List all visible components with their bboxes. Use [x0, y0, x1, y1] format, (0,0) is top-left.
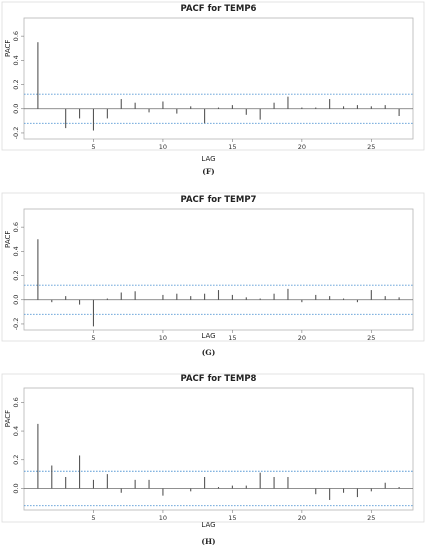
y-tick-label: 0.6 [12, 31, 20, 41]
y-tick-label: 0.6 [12, 397, 20, 407]
x-tick-label: 5 [91, 514, 95, 522]
y-axis-label: PACF [4, 231, 12, 248]
x-tick-label: 20 [298, 143, 306, 151]
chart-outer-frame [1, 373, 425, 523]
x-tick-label: 15 [228, 514, 236, 522]
x-tick-label: 25 [367, 514, 375, 522]
chart-title: PACF for TEMP7 [181, 195, 257, 205]
x-axis-label: LAG [201, 521, 215, 529]
plot-area-frame [23, 17, 414, 140]
plot-area-frame [23, 387, 414, 511]
y-tick-label: 0.2 [12, 455, 20, 465]
x-tick-label: 25 [367, 334, 375, 342]
x-tick-label: 20 [298, 334, 306, 342]
y-tick-label: 0.4 [12, 246, 20, 256]
y-tick-label: -0.2 [12, 318, 20, 331]
chart-outer-frame [1, 1, 425, 151]
x-tick-label: 5 [91, 334, 95, 342]
x-tick-label: 10 [159, 514, 167, 522]
plot-area-frame [23, 208, 414, 331]
x-tick-label: 15 [228, 334, 236, 342]
y-tick-label: 0.0 [12, 104, 20, 114]
x-axis-label: LAG [201, 332, 215, 340]
x-tick-label: 20 [298, 514, 306, 522]
y-tick-label: 0.4 [12, 426, 20, 436]
x-tick-label: 25 [367, 143, 375, 151]
panel-caption: (G) [202, 348, 216, 357]
x-tick-label: 10 [159, 143, 167, 151]
y-tick-label: -0.2 [12, 127, 20, 140]
panel-caption: (F) [202, 167, 214, 176]
y-axis-label: PACF [4, 40, 12, 57]
y-tick-label: 0.6 [12, 222, 20, 232]
x-tick-label: 15 [228, 143, 236, 151]
chart-title: PACF for TEMP8 [181, 374, 257, 384]
panel-caption: (H) [201, 537, 215, 546]
y-tick-label: 0.0 [12, 295, 20, 305]
y-tick-label: 0.0 [12, 483, 20, 493]
chart-outer-frame [1, 192, 425, 342]
y-tick-label: 0.4 [12, 55, 20, 65]
y-tick-label: 0.2 [12, 79, 20, 89]
x-axis-label: LAG [201, 155, 215, 163]
y-tick-label: 0.2 [12, 270, 20, 280]
y-axis-label: PACF [4, 410, 12, 427]
x-tick-label: 5 [91, 143, 95, 151]
x-tick-label: 10 [159, 334, 167, 342]
chart-title: PACF for TEMP6 [181, 4, 257, 14]
